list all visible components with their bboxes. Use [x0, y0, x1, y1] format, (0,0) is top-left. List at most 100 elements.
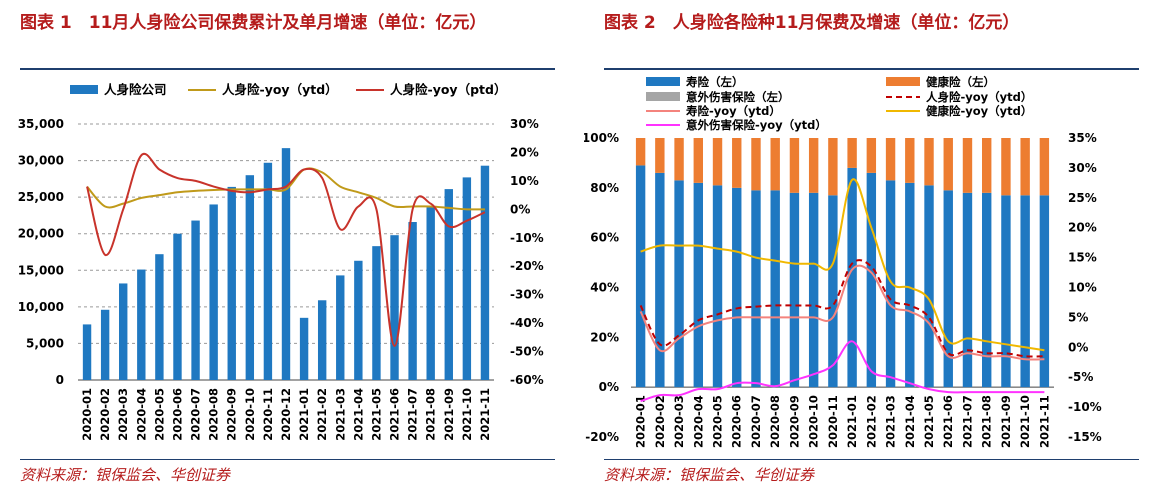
x-tick-label: 2021-08 — [424, 388, 438, 441]
x-tick-label: 2021-04 — [903, 395, 917, 448]
legend-swatch — [886, 77, 920, 86]
bar — [119, 283, 128, 380]
y-tick-label: 0 — [56, 373, 64, 387]
y-tick-label: 80% — [590, 181, 619, 195]
bar-health — [962, 138, 973, 193]
x-tick-label: 2021-09 — [442, 388, 456, 441]
legend-label: 人身险-yoy（ytd） — [222, 82, 338, 97]
x-tick-label: 2020-11 — [826, 395, 840, 448]
x-tick-label: 2021-04 — [351, 388, 365, 441]
line-series-health-yoy — [640, 178, 1045, 352]
bar — [444, 189, 453, 380]
bar-life — [828, 195, 838, 388]
bar-health — [789, 138, 800, 193]
y-tick-label: 20,000 — [18, 227, 64, 241]
legend-label: 人身险-yoy（ptd） — [390, 82, 506, 97]
bar-health — [1020, 138, 1030, 196]
x-tick-label: 2021-05 — [922, 395, 936, 448]
line-series-ptd — [86, 152, 486, 347]
y2-tick-label: 35% — [1068, 131, 1097, 145]
bar-life — [808, 192, 819, 388]
y-tick-label: 60% — [590, 231, 619, 245]
x-tick-label: 2020-02 — [98, 388, 112, 441]
y-tick-label: 40% — [590, 281, 619, 295]
bar-life — [847, 167, 857, 388]
bar — [227, 186, 236, 380]
x-tick-label: 2021-02 — [315, 388, 329, 441]
x-tick-label: 2021-02 — [864, 395, 878, 448]
x-tick-label: 2020-07 — [189, 388, 203, 441]
x-tick-label: 2020-03 — [116, 388, 130, 441]
legend-swatch — [646, 77, 680, 86]
legend-label: 人身险-yoy（ytd） — [926, 90, 1032, 104]
x-tick-label: 2020-05 — [152, 388, 166, 441]
line-series-accident-yoy — [640, 340, 1045, 403]
source-note: 资料来源：银保监会、华创证券 — [604, 466, 815, 484]
y-tick-label: 0% — [599, 380, 619, 394]
bar — [209, 204, 218, 380]
bar-life — [943, 190, 953, 388]
x-tick-label: 2020-08 — [768, 395, 782, 448]
bar-health — [828, 138, 838, 196]
x-tick-label: 2021-03 — [884, 395, 898, 448]
bar-health — [770, 138, 780, 191]
y2-tick-label: 25% — [1068, 191, 1097, 205]
x-tick-label: 2020-07 — [749, 395, 763, 448]
y-tick-label: 15,000 — [18, 263, 64, 277]
x-tick-label: 2021-10 — [1018, 395, 1032, 448]
x-tick-label: 2020-04 — [691, 395, 705, 448]
source-divider — [604, 459, 1139, 460]
x-tick-label: 2021-11 — [1037, 395, 1051, 448]
legend-swatch — [646, 92, 680, 101]
x-tick-label: 2020-11 — [261, 388, 275, 441]
x-tick-label: 2021-08 — [980, 395, 994, 448]
title-divider — [604, 68, 1139, 70]
bar-life — [1020, 195, 1030, 388]
bar — [100, 309, 110, 380]
bar-health — [693, 138, 703, 183]
x-tick-label: 2021-07 — [406, 388, 420, 441]
y2-tick-label: -5% — [1068, 370, 1093, 384]
y2-tick-label: 15% — [1068, 251, 1097, 265]
y2-tick-label: -40% — [510, 316, 544, 330]
bar-life — [655, 172, 665, 388]
bar — [263, 162, 273, 380]
legend-label: 寿险-yoy（ytd） — [686, 104, 781, 118]
bar — [354, 260, 363, 380]
y2-tick-label: 30% — [510, 117, 539, 131]
legend-label: 健康险-yoy（ytd） — [926, 104, 1032, 118]
bar — [82, 324, 92, 380]
bar — [281, 148, 291, 380]
bar-health — [982, 138, 992, 193]
y2-tick-label: 10% — [510, 174, 539, 188]
line-series-life-yoy — [639, 264, 1045, 361]
source-divider — [20, 459, 555, 460]
chart-title: 图表 1 11月人身险公司保费累计及单月增速（单位：亿元） — [20, 13, 487, 33]
bar-health — [866, 138, 877, 173]
y2-tick-label: -15% — [1068, 430, 1102, 444]
bar-health — [1039, 138, 1050, 196]
bar-life — [693, 182, 703, 388]
y-tick-label: 20% — [590, 330, 619, 344]
bar-health — [712, 138, 723, 186]
bar-life — [732, 187, 742, 388]
bar — [372, 246, 381, 380]
bar-health — [943, 138, 953, 191]
bar-life — [885, 180, 896, 388]
bar — [317, 300, 327, 380]
x-tick-label: 2020-06 — [730, 395, 744, 448]
y-tick-label: 30,000 — [18, 154, 64, 168]
y2-tick-label: 20% — [510, 145, 539, 159]
x-tick-label: 2020-12 — [279, 388, 293, 441]
bar-health — [655, 138, 665, 173]
bar-life — [962, 192, 973, 388]
bar-life — [866, 172, 877, 388]
y-tick-label: 100% — [584, 131, 619, 145]
x-tick-label: 2021-03 — [333, 388, 347, 441]
bar — [336, 275, 345, 380]
bar — [155, 254, 164, 380]
x-tick-label: 2021-01 — [845, 395, 859, 448]
legend-label: 意外伤害保险（左） — [686, 90, 790, 104]
bar-life — [635, 165, 646, 388]
x-tick-label: 2021-11 — [478, 388, 492, 441]
